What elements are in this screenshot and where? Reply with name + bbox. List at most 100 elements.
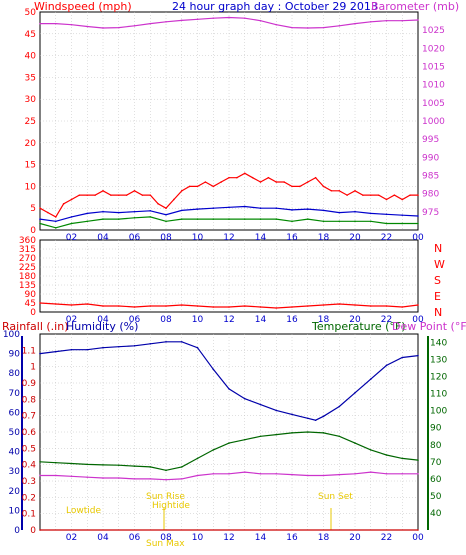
wind-direction-line-point bbox=[149, 305, 152, 307]
windspeed-gust-line-point bbox=[299, 185, 301, 188]
wind-direction-line-point bbox=[338, 303, 341, 305]
temperature-tick-label: 140 bbox=[430, 339, 447, 349]
temperature-line-point bbox=[196, 457, 199, 460]
humidity-tick-label: 50 bbox=[9, 428, 21, 438]
humidity-tick-label: 20 bbox=[9, 487, 21, 497]
rainfall-tick-label: 0.9 bbox=[22, 379, 37, 389]
temperature-line-point bbox=[322, 432, 325, 434]
rainfall-tick-label: 0.5 bbox=[22, 444, 36, 454]
dew-point-line-point bbox=[291, 473, 293, 476]
barometer-axis-title: Barometer (mb) bbox=[371, 0, 459, 13]
windspeed-gust-line-point bbox=[54, 216, 57, 218]
windspeed-average-line-point bbox=[39, 218, 41, 220]
hour-tick-label: 06 bbox=[129, 315, 141, 325]
barometer-tick-label: 1015 bbox=[422, 63, 445, 73]
barometer-tick-label: 1020 bbox=[422, 44, 445, 54]
temperature-tick-label: 70 bbox=[430, 458, 442, 468]
windspeed-minimum-line-point bbox=[133, 216, 136, 219]
windspeed-average-line-point bbox=[291, 209, 293, 211]
compass-label-n-bottom: N bbox=[434, 306, 442, 319]
hour-tick-label: 20 bbox=[349, 533, 361, 543]
barometer-tick-label: 1025 bbox=[422, 26, 445, 36]
windspeed-minimum-line-point bbox=[70, 222, 73, 225]
rainfall-tick-label: 1 bbox=[30, 363, 36, 373]
windspeed-average-line-point bbox=[117, 211, 120, 214]
rainfall-tick-label: 0 bbox=[30, 526, 36, 536]
windspeed-average-line-point bbox=[212, 207, 215, 209]
barometer-line-point bbox=[70, 23, 73, 26]
windspeed-minimum-line-point bbox=[275, 218, 278, 220]
windspeed-gust-line-point bbox=[39, 207, 41, 209]
windspeed-gust-line-point bbox=[125, 194, 128, 196]
windspeed-gust-line-point bbox=[180, 189, 183, 192]
windspeed-minimum-line-point bbox=[212, 218, 215, 220]
temperature-line-point bbox=[306, 431, 309, 433]
windspeed-average-line-point bbox=[354, 210, 356, 213]
barometer-tick-label: 985 bbox=[422, 172, 439, 182]
windspeed-gust-line-point bbox=[306, 181, 309, 183]
dew-point-line-point bbox=[401, 472, 404, 475]
wind-direction-line-point bbox=[102, 305, 104, 307]
hour-tick-label: 04 bbox=[97, 315, 109, 325]
wind-direction-line-point bbox=[133, 306, 136, 308]
hour-tick-label: 18 bbox=[318, 233, 330, 243]
dew-point-line-point bbox=[133, 478, 136, 480]
rainfall-tick-label: 0.2 bbox=[22, 493, 36, 503]
dew-point-line-point bbox=[54, 474, 57, 477]
barometer-line-point bbox=[354, 22, 356, 25]
hour-tick-label: 16 bbox=[286, 315, 298, 325]
windspeed-average-line-point bbox=[306, 208, 309, 210]
hour-tick-label: 00 bbox=[412, 533, 424, 543]
lowtide-label: Lowtide bbox=[66, 506, 101, 516]
windspeed-gust-line-point bbox=[141, 194, 144, 196]
windspeed-gust-line-point bbox=[385, 198, 388, 201]
windspeed-minimum-line-point bbox=[102, 218, 104, 220]
barometer-line-point bbox=[54, 22, 57, 25]
windspeed-tick-label: 0 bbox=[30, 226, 36, 236]
humidity-line-point bbox=[165, 341, 167, 343]
dew-point-line-point bbox=[306, 474, 309, 477]
windspeed-gust-line-point bbox=[110, 194, 112, 196]
humidity-line-point bbox=[149, 343, 152, 345]
windspeed-tick-label: 20 bbox=[25, 139, 37, 149]
direction-tick-label: 45 bbox=[25, 299, 36, 309]
windspeed-average-line-point bbox=[86, 212, 89, 215]
wind-direction-line-point bbox=[39, 302, 41, 304]
windspeed-gust-line-point bbox=[62, 203, 65, 205]
humidity-line-point bbox=[133, 344, 136, 347]
barometer-tick-label: 990 bbox=[422, 153, 439, 163]
temperature-line-point bbox=[149, 466, 152, 468]
graph-title: 24 hour graph day : October 29 2013 bbox=[172, 0, 378, 13]
compass-label-e: E bbox=[434, 290, 441, 303]
windspeed-tick-label: 40 bbox=[25, 52, 37, 62]
barometer-line-point bbox=[102, 27, 104, 29]
windspeed-average-line-point bbox=[228, 206, 230, 209]
sunrise-label: Sun Rise bbox=[146, 492, 185, 502]
hour-tick-label: 02 bbox=[66, 315, 77, 325]
windspeed-average-line-point bbox=[417, 215, 419, 217]
temperature-line-point bbox=[102, 464, 104, 466]
windspeed-minimum-line-point bbox=[228, 218, 230, 220]
humidity-line-point bbox=[291, 413, 293, 416]
hour-tick-label: 20 bbox=[349, 233, 361, 243]
humidity-line-point bbox=[228, 388, 230, 390]
windspeed-tick-label: 30 bbox=[25, 95, 37, 105]
temperature-line-point bbox=[401, 457, 404, 460]
wind-direction-line-point bbox=[180, 304, 183, 306]
temperature-tick-label: 60 bbox=[430, 475, 442, 485]
dew-point-line-point bbox=[165, 478, 167, 481]
windspeed-gust-line-point bbox=[275, 181, 278, 183]
rainfall-tick-label: 0.4 bbox=[22, 461, 37, 471]
temperature-line-point bbox=[86, 463, 89, 466]
hour-tick-label: 06 bbox=[129, 533, 141, 543]
barometer-tick-label: 1000 bbox=[422, 117, 445, 127]
windspeed-gust-line-point bbox=[409, 194, 411, 196]
wind-direction-line-point bbox=[401, 306, 404, 308]
hour-tick-label: 12 bbox=[223, 233, 234, 243]
windspeed-minimum-line-point bbox=[149, 216, 152, 218]
windspeed-gust-line-point bbox=[314, 176, 317, 179]
wind-direction-line-point bbox=[165, 305, 167, 307]
barometer-line-point bbox=[228, 16, 230, 19]
